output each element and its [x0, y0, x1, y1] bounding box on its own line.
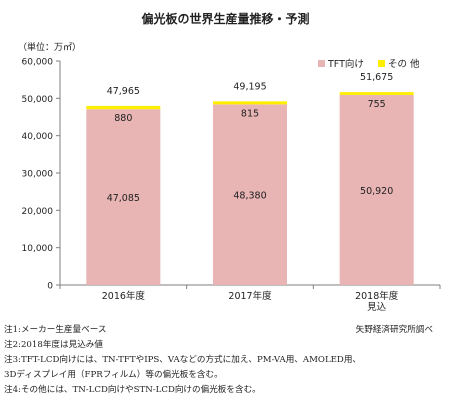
- bar-tft: [339, 94, 414, 285]
- y-tick-label: 60,000: [22, 58, 54, 68]
- chart-title: 偏光板の世界生産量推移・予測: [141, 12, 310, 26]
- x-category-label: 見込: [367, 302, 387, 313]
- bar-other: [213, 101, 287, 105]
- note-3-continued: 3Dディスプレイ用（FPRフィルム）等の偏光板を含む。: [4, 370, 223, 380]
- total-value-label: 47,965: [107, 86, 140, 97]
- note-3: 注3:TFT-LCD向けには、TN-TFTやIPS、VAなどの方式に加え、PM-…: [4, 355, 362, 365]
- tft-value-label: 50,920: [360, 186, 393, 197]
- legend-label: その 他: [388, 58, 420, 70]
- bar-chart: （単位：万㎡） 0 10,000 20,000 30,000 40,000 50,000 6…: [18, 41, 441, 313]
- y-tick-label: 40,000: [22, 132, 54, 142]
- x-category-label: 2016年度: [102, 290, 146, 302]
- bar-other: [86, 105, 161, 110]
- note-4: 注4:その他には、TN-LCD向けやSTN-LCD向けの偏光板を含む。: [4, 385, 261, 395]
- y-tick-label: 30,000: [22, 170, 54, 180]
- legend: TFT向け その 他: [318, 58, 420, 70]
- y-tick-label: 10,000: [22, 244, 54, 254]
- source-credit: 矢野経済研究所調べ: [355, 325, 433, 335]
- total-value-label: 49,195: [233, 81, 266, 92]
- total-value-label: 51,675: [360, 72, 393, 83]
- other-value-label: 880: [114, 113, 132, 124]
- other-value-label: 815: [241, 108, 259, 119]
- notes: 注1:メーカー生産量ベース 注2:2018年度は見込み値 注3:TFT-LCD向…: [4, 323, 451, 398]
- note-2: 注2:2018年度は見込み値: [4, 340, 103, 350]
- y-axis-unit-label: （単位：万㎡）: [18, 41, 81, 53]
- x-category-label: 2017年度: [228, 290, 272, 302]
- legend-swatch: [318, 60, 325, 67]
- tft-value-label: 48,380: [233, 191, 266, 202]
- bars: 47,085 880 47,965 48,380 815 49,195 50,920 755 5…: [86, 72, 414, 285]
- y-tick-label: 0: [47, 282, 53, 292]
- other-value-label: 755: [368, 99, 386, 110]
- y-tick-label: 50,000: [22, 95, 54, 105]
- bar-tft: [86, 109, 161, 285]
- note-1: 注1:メーカー生産量ベース: [4, 325, 107, 335]
- legend-label: TFT向け: [327, 58, 364, 70]
- y-tick-label: 20,000: [22, 207, 54, 217]
- x-category-label: 2018年度: [355, 290, 399, 302]
- bar-other: [339, 92, 414, 95]
- legend-swatch: [378, 60, 385, 67]
- tft-value-label: 47,085: [107, 193, 140, 204]
- bar-tft: [213, 104, 287, 285]
